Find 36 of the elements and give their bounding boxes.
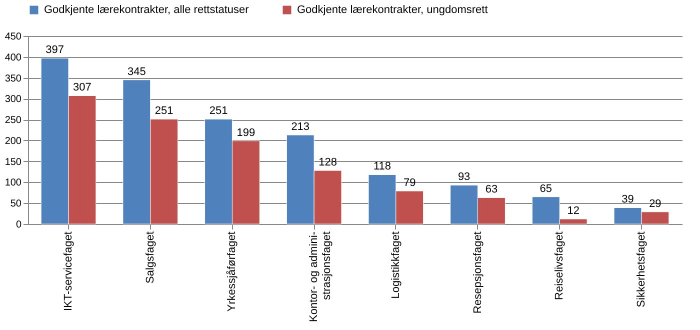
data-label: 79 [404, 176, 416, 189]
x-tick-label: IKT-servicefaget [62, 232, 75, 311]
data-label: 39 [622, 194, 634, 206]
y-tick-label: 50 [10, 198, 22, 210]
data-label: 128 [318, 156, 337, 169]
legend-label: Godkjente lærekontrakter, ungdomsrett [297, 4, 488, 16]
y-tick-label: 400 [4, 52, 22, 64]
y-tick-label: 250 [4, 115, 22, 126]
x-tick-label: Logistikkfaget [390, 232, 402, 299]
y-tick-label: 300 [4, 94, 22, 106]
data-label: 29 [649, 198, 662, 210]
y-tick-label: 150 [4, 156, 22, 168]
y-tick-label: 450 [4, 32, 22, 42]
x-tick-label: Sikkerhetsfaget [635, 232, 648, 308]
data-label: 63 [485, 184, 498, 196]
data-label: 251 [209, 105, 228, 118]
data-label: 345 [127, 66, 146, 78]
data-label: 12 [567, 204, 580, 217]
data-label: 118 [373, 160, 391, 173]
data-label: 93 [458, 171, 470, 184]
data-label: 397 [46, 44, 64, 56]
x-tick-label: Kontor- og admini- strasjonsfaget [308, 231, 334, 322]
x-tick-label: Resepsjonsfaget [472, 232, 484, 314]
y-tick-label: 350 [4, 73, 22, 84]
x-tick-label: Reiselivsfaget [554, 232, 566, 300]
y-tick-label: 200 [4, 136, 22, 147]
data-label: 307 [73, 82, 92, 94]
data-label: 199 [236, 126, 256, 139]
y-tick-label: 100 [4, 178, 22, 189]
data-label: 65 [540, 182, 552, 195]
x-tick-label: Yrkessjåførfaget [226, 232, 238, 312]
x-tick-label: Salgsfaget [144, 232, 156, 284]
data-label: 251 [154, 105, 174, 118]
legend-label: Godkjente lærekontrakter, alle rettstatuser [44, 4, 250, 16]
y-tick-label: 0 [16, 220, 22, 230]
data-label: 213 [291, 121, 310, 134]
